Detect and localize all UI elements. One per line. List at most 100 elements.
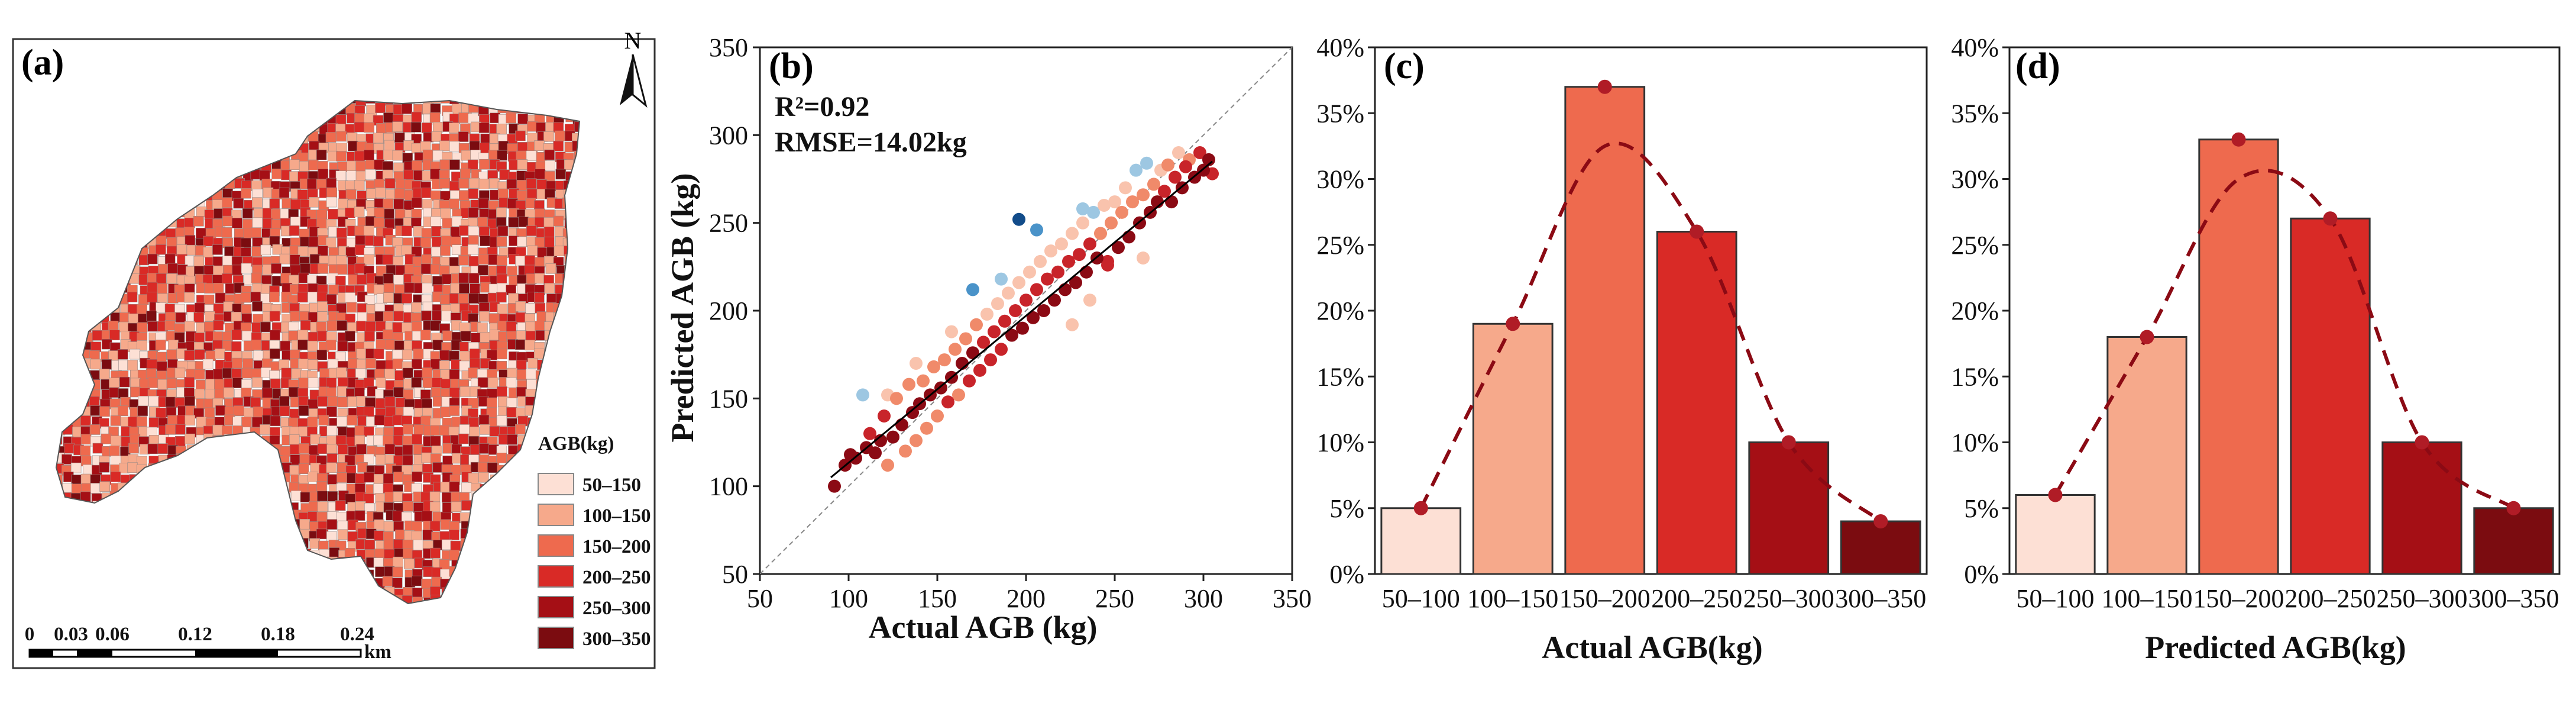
map-cell <box>174 367 186 379</box>
map-cell <box>357 462 368 473</box>
bar <box>1380 507 1462 575</box>
bar-top-marker <box>1413 501 1428 515</box>
map-cell <box>241 304 252 315</box>
map-cell <box>174 436 186 447</box>
north-arrow-icon: N <box>620 27 648 108</box>
map-cell <box>478 254 489 265</box>
map-cell <box>252 377 263 388</box>
map-cell <box>345 292 355 303</box>
map-cell <box>448 350 459 362</box>
legend-label: 300–350 <box>582 628 651 650</box>
map-cell <box>158 264 169 275</box>
map-cell <box>253 350 264 361</box>
scatter-point <box>878 409 891 423</box>
y-tick-label: 40% <box>1951 33 1999 62</box>
region-outline <box>55 99 581 605</box>
map-cell <box>147 359 157 370</box>
map-cell <box>534 140 545 151</box>
map-cell <box>458 294 469 304</box>
map-cell <box>289 321 299 333</box>
map-cell <box>526 368 536 379</box>
map-cell <box>393 387 404 398</box>
scatter-point <box>1020 294 1033 307</box>
map-cell <box>346 302 357 313</box>
map-cell <box>526 225 537 236</box>
map-cell <box>80 434 92 445</box>
map-cell <box>328 396 338 407</box>
map-cell <box>442 330 453 341</box>
map-cell <box>308 160 319 170</box>
map-cell <box>393 556 403 567</box>
map-cell <box>402 444 413 456</box>
map-cell <box>496 255 507 266</box>
x-tick-label: 300–350 <box>2468 584 2559 613</box>
map-cell <box>299 161 310 172</box>
map-cell <box>357 312 368 323</box>
x-tick-label: 50 <box>747 584 773 613</box>
map-cell <box>251 340 261 350</box>
map-cell <box>251 368 261 379</box>
map-cell <box>138 396 149 407</box>
map-cell <box>231 330 242 340</box>
fit-line <box>830 160 1213 478</box>
map-cell <box>480 236 490 246</box>
map-cell <box>470 333 481 344</box>
map-cell <box>260 321 271 333</box>
scatter-point <box>886 430 899 444</box>
map-cell <box>222 197 232 208</box>
map-cell <box>109 330 120 341</box>
map-cell <box>309 444 319 456</box>
map-cell <box>392 566 403 578</box>
map-cell <box>71 483 82 495</box>
map-cell <box>203 236 214 247</box>
map-cell <box>175 424 186 435</box>
map-cell <box>402 104 413 114</box>
map-cell <box>421 452 432 463</box>
map-cell <box>468 293 479 304</box>
map-cell <box>241 367 253 379</box>
map-cell <box>215 405 226 416</box>
map-cell <box>383 273 394 285</box>
map-cell <box>231 341 242 352</box>
map-cell <box>148 417 160 428</box>
map-cell <box>127 292 138 302</box>
scatter-point <box>910 434 923 447</box>
map-cell <box>317 330 328 341</box>
map-cell <box>507 367 517 379</box>
scatter-point <box>1122 230 1135 244</box>
scatter-point <box>1066 318 1079 331</box>
x-tick-label: 50–100 <box>2017 584 2095 613</box>
map-cell <box>308 331 319 343</box>
legend-row: 300–350 <box>538 627 651 650</box>
map-cell <box>193 312 205 323</box>
map-cell <box>213 320 224 331</box>
scatter-point <box>1161 158 1174 172</box>
legend-swatch <box>538 534 574 557</box>
map-cell <box>440 407 451 418</box>
map-cell <box>384 443 396 454</box>
map-cell <box>365 358 376 369</box>
map-cell <box>422 301 433 312</box>
scatter-point <box>966 346 979 360</box>
map-cell <box>155 339 166 350</box>
map-cell <box>64 443 75 454</box>
bar-top-marker <box>2048 488 2063 502</box>
scatter-point <box>998 314 1011 328</box>
map-cell <box>420 263 432 275</box>
map-cell <box>345 331 355 341</box>
map-cell <box>272 244 283 255</box>
scatter-point <box>1083 237 1096 251</box>
y-tick-label: 35% <box>1951 99 1999 128</box>
map-cell <box>299 443 309 454</box>
map-cell <box>413 424 425 435</box>
map-cell <box>298 405 309 416</box>
scale-bar: 0 0.03 0.06 0.12 0.18 0.24 km <box>25 624 391 663</box>
map-cell <box>460 331 471 341</box>
map-cell <box>118 321 130 333</box>
map-cell <box>270 378 281 389</box>
y-tick-label: 250 <box>709 209 748 238</box>
map-cell <box>336 227 347 238</box>
map-cell <box>347 415 358 425</box>
scatter-point <box>1083 294 1096 307</box>
map-cell <box>357 274 367 285</box>
